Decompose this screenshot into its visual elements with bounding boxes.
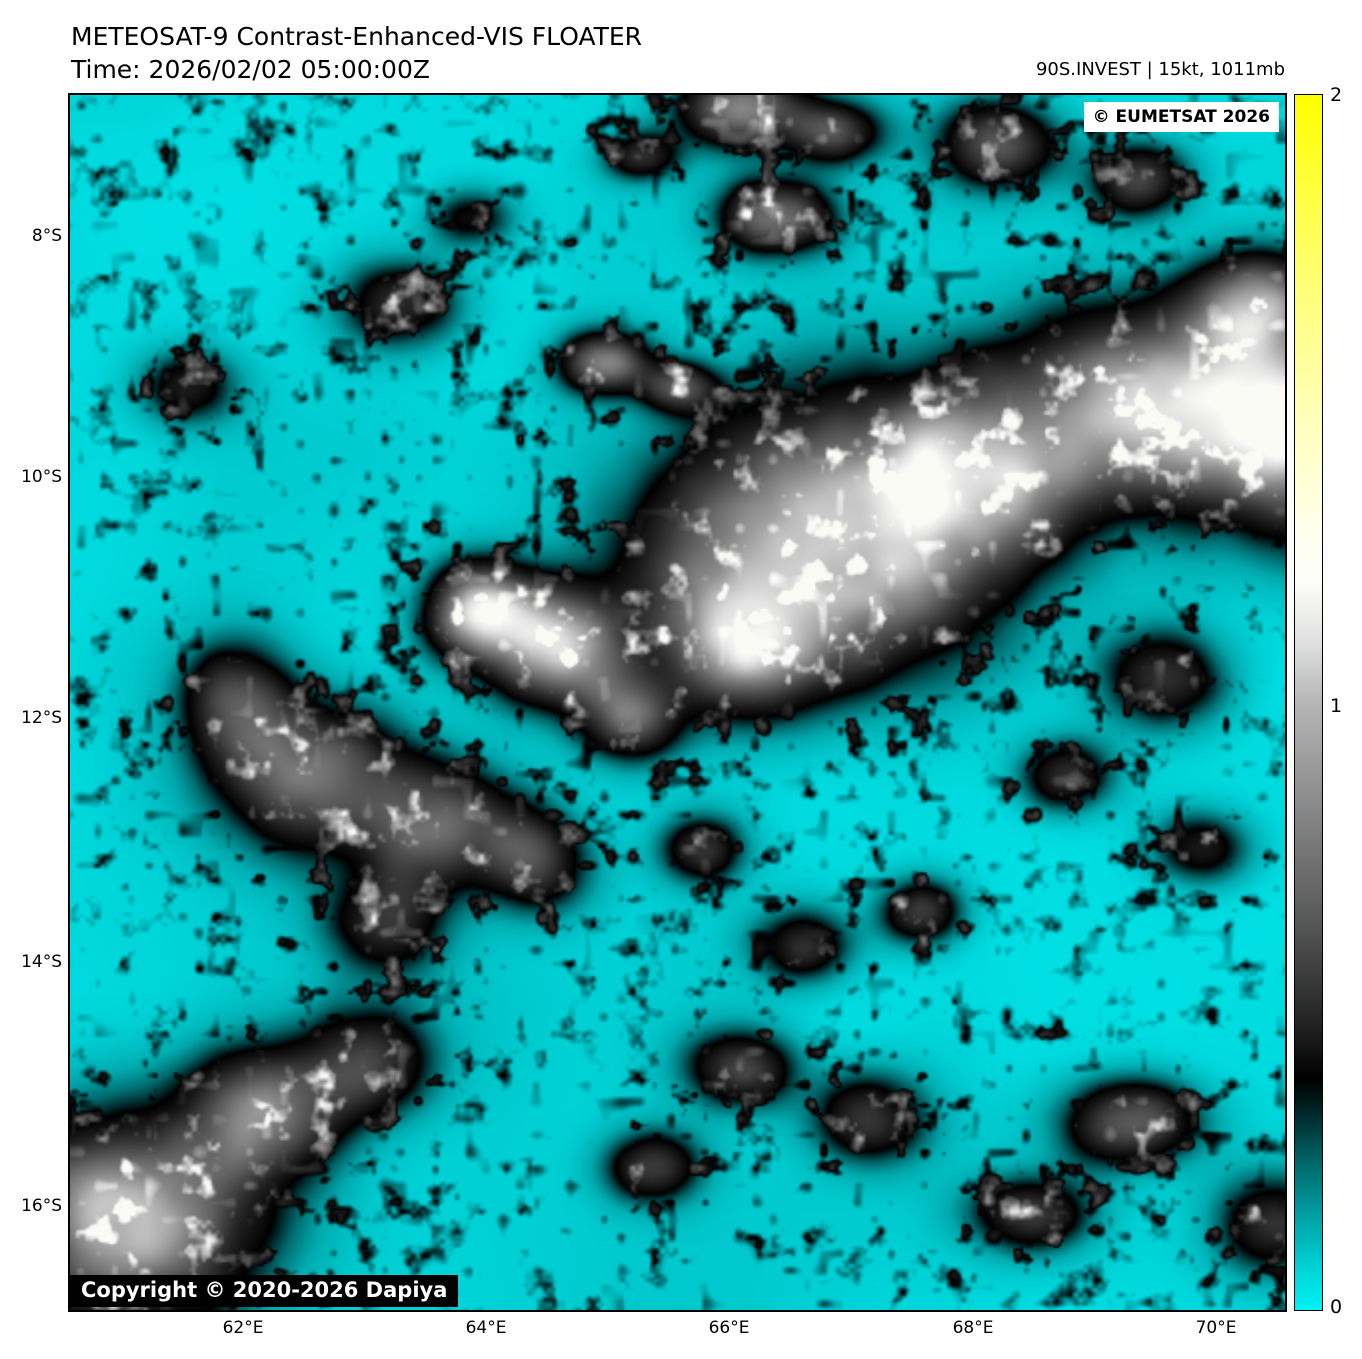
y-tick-16s: 16°S	[21, 1196, 62, 1216]
figure-time: Time: 2026/02/02 05:00:00Z	[71, 55, 430, 84]
y-tick-8s: 8°S	[31, 226, 62, 246]
satellite-map-plot: © EUMETSAT 2026 Copyright © 2020-2026 Da…	[68, 93, 1287, 1312]
x-tick-70e: 70°E	[1195, 1318, 1237, 1338]
satellite-image-canvas	[70, 95, 1285, 1310]
x-tick-68e: 68°E	[952, 1318, 994, 1338]
x-tick-62e: 62°E	[222, 1318, 264, 1338]
x-tick-64e: 64°E	[465, 1318, 507, 1338]
x-tick-66e: 66°E	[708, 1318, 750, 1338]
colorbar-tick-1: 1	[1330, 695, 1343, 717]
y-tick-14s: 14°S	[21, 952, 62, 972]
y-tick-12s: 12°S	[21, 708, 62, 728]
dapiya-copyright-badge: Copyright © 2020-2026 Dapiya	[70, 1275, 459, 1307]
eumetsat-copyright-badge: © EUMETSAT 2026	[1083, 102, 1279, 132]
y-tick-10s: 10°S	[21, 467, 62, 487]
colorbar-gradient	[1294, 94, 1323, 1311]
title-block: METEOSAT-9 Contrast-Enhanced-VIS FLOATER…	[71, 20, 642, 86]
colorbar-tick-2: 2	[1330, 84, 1343, 106]
figure-title: METEOSAT-9 Contrast-Enhanced-VIS FLOATER	[71, 22, 643, 51]
storm-info-label: 90S.INVEST | 15kt, 1011mb	[1035, 59, 1285, 80]
colorbar-tick-0: 0	[1330, 1296, 1343, 1318]
